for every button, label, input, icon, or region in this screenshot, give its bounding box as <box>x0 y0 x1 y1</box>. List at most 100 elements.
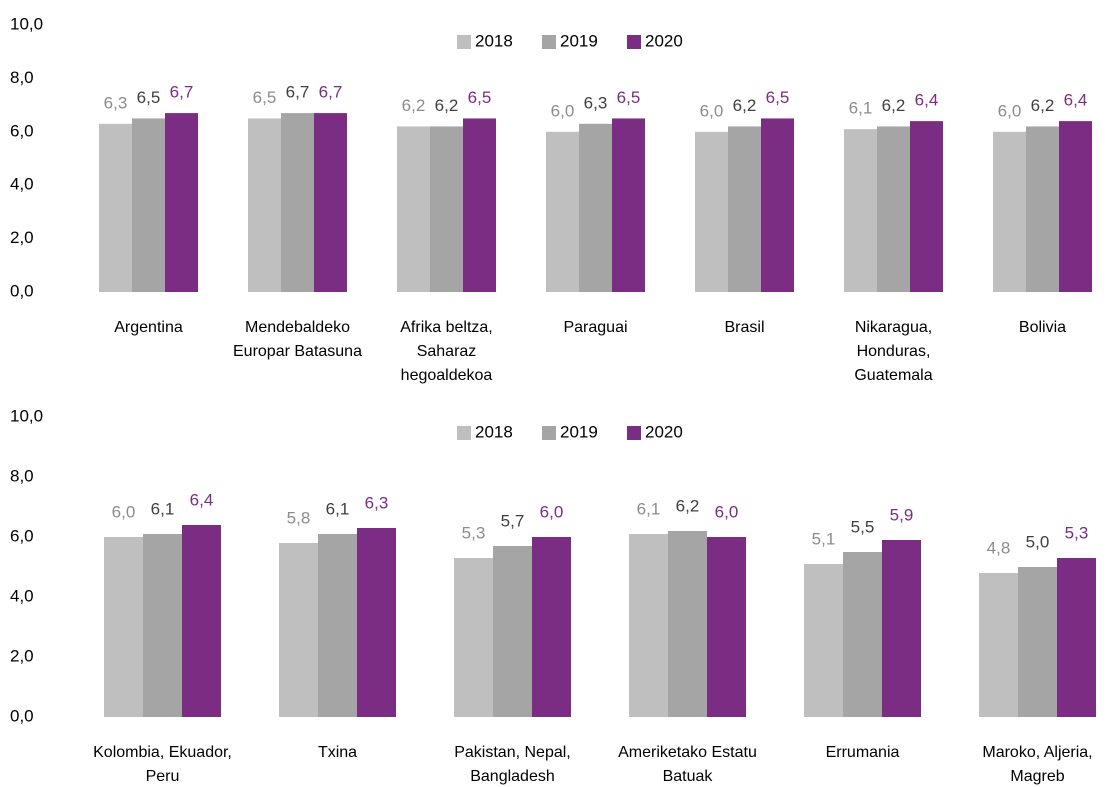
value-label: 6,5 <box>253 88 277 107</box>
bar <box>463 118 496 292</box>
bar <box>629 534 668 717</box>
value-label: 5,3 <box>1065 523 1089 542</box>
bar <box>728 126 761 293</box>
bar <box>761 118 794 292</box>
value-label: 6,2 <box>733 96 757 115</box>
value-label: 6,4 <box>190 490 214 509</box>
value-label: 6,2 <box>676 496 700 515</box>
value-label: 6,7 <box>319 83 343 102</box>
y-tick-label: 10,0 <box>10 14 43 33</box>
y-tick-label: 10,0 <box>10 406 43 425</box>
bar <box>182 525 221 717</box>
legend-swatch <box>457 35 471 49</box>
x-tick-label: Pakistan, Nepal, Bangladesh <box>454 744 571 785</box>
value-label: 6,7 <box>170 83 194 102</box>
legend-label: 2018 <box>475 31 513 50</box>
value-label: 6,1 <box>151 499 175 518</box>
legend-label: 2020 <box>645 31 683 50</box>
bar <box>357 528 396 717</box>
x-tick-label: Afrika beltza, Saharaz hegoaldekoa <box>400 319 493 384</box>
bar <box>844 129 877 292</box>
value-label: 6,2 <box>435 96 459 115</box>
value-label: 6,0 <box>540 502 564 521</box>
bar <box>695 131 728 292</box>
bar <box>279 543 318 717</box>
y-tick-label: 8,0 <box>10 68 34 87</box>
legend-label: 2018 <box>475 422 513 441</box>
legend-label: 2020 <box>645 422 683 441</box>
bar <box>314 113 347 292</box>
bar <box>1057 558 1096 717</box>
value-label: 6,4 <box>1064 91 1088 110</box>
bar <box>1026 126 1059 293</box>
legend-label: 2019 <box>560 422 598 441</box>
y-tick-label: 4,0 <box>10 175 34 194</box>
x-tick-label: Bolivia <box>1018 319 1067 336</box>
value-label: 5,0 <box>1026 532 1050 551</box>
bar <box>993 131 1026 292</box>
bar <box>165 113 198 292</box>
x-tick-label: Brasil <box>724 319 765 336</box>
value-label: 6,3 <box>584 93 608 112</box>
bar <box>668 531 707 717</box>
bar <box>248 118 281 292</box>
value-label: 6,7 <box>286 83 310 102</box>
legend-swatch <box>627 35 641 49</box>
bar <box>132 118 165 292</box>
value-label: 4,8 <box>987 538 1011 557</box>
value-label: 6,4 <box>915 91 939 110</box>
value-label: 6,2 <box>882 96 906 115</box>
bar <box>454 558 493 717</box>
bar <box>979 573 1018 717</box>
bar <box>493 546 532 717</box>
value-label: 6,1 <box>849 99 873 118</box>
legend-swatch <box>542 426 556 440</box>
y-tick-label: 4,0 <box>10 586 34 605</box>
x-tick-label: Errumania <box>825 744 900 761</box>
value-label: 6,5 <box>137 88 161 107</box>
value-label: 5,7 <box>501 511 525 530</box>
x-tick-label: Nikaragua, Honduras, Guatemala <box>854 319 933 384</box>
y-tick-label: 6,0 <box>10 526 34 545</box>
bar <box>397 126 430 293</box>
bar <box>910 121 943 293</box>
bar <box>804 564 843 717</box>
bar <box>707 537 746 717</box>
bar <box>882 540 921 717</box>
y-tick-label: 2,0 <box>10 228 34 247</box>
value-label: 5,3 <box>462 523 486 542</box>
bar <box>99 123 132 292</box>
bar <box>281 113 314 292</box>
y-tick-label: 6,0 <box>10 121 34 140</box>
bar <box>546 131 579 292</box>
bar <box>1018 567 1057 717</box>
value-label: 6,3 <box>365 493 389 512</box>
x-tick-label: Argentina <box>114 319 183 336</box>
bar <box>430 126 463 293</box>
value-label: 6,1 <box>326 499 350 518</box>
value-label: 6,3 <box>104 93 128 112</box>
value-label: 5,1 <box>812 529 836 548</box>
y-tick-label: 0,0 <box>10 281 34 300</box>
value-label: 6,2 <box>1031 96 1055 115</box>
x-tick-label: Paraguai <box>563 319 628 336</box>
value-label: 6,2 <box>402 96 426 115</box>
bar <box>318 534 357 717</box>
legend-swatch <box>457 426 471 440</box>
legend-swatch <box>627 426 641 440</box>
bar <box>612 118 645 292</box>
y-tick-label: 0,0 <box>10 706 34 725</box>
value-label: 5,5 <box>851 517 875 536</box>
bar <box>843 552 882 717</box>
x-tick-label: Txina <box>317 744 358 761</box>
y-tick-label: 8,0 <box>10 466 34 485</box>
value-label: 6,0 <box>715 502 739 521</box>
bar <box>579 123 612 292</box>
bar <box>1059 121 1092 293</box>
value-label: 6,5 <box>617 88 641 107</box>
value-label: 5,8 <box>287 508 311 527</box>
x-tick-label: Maroko, Aljeria, Magreb <box>982 744 1093 785</box>
x-tick-label: Ameriketako Estatu Batuak <box>618 744 757 785</box>
value-label: 6,5 <box>468 88 492 107</box>
